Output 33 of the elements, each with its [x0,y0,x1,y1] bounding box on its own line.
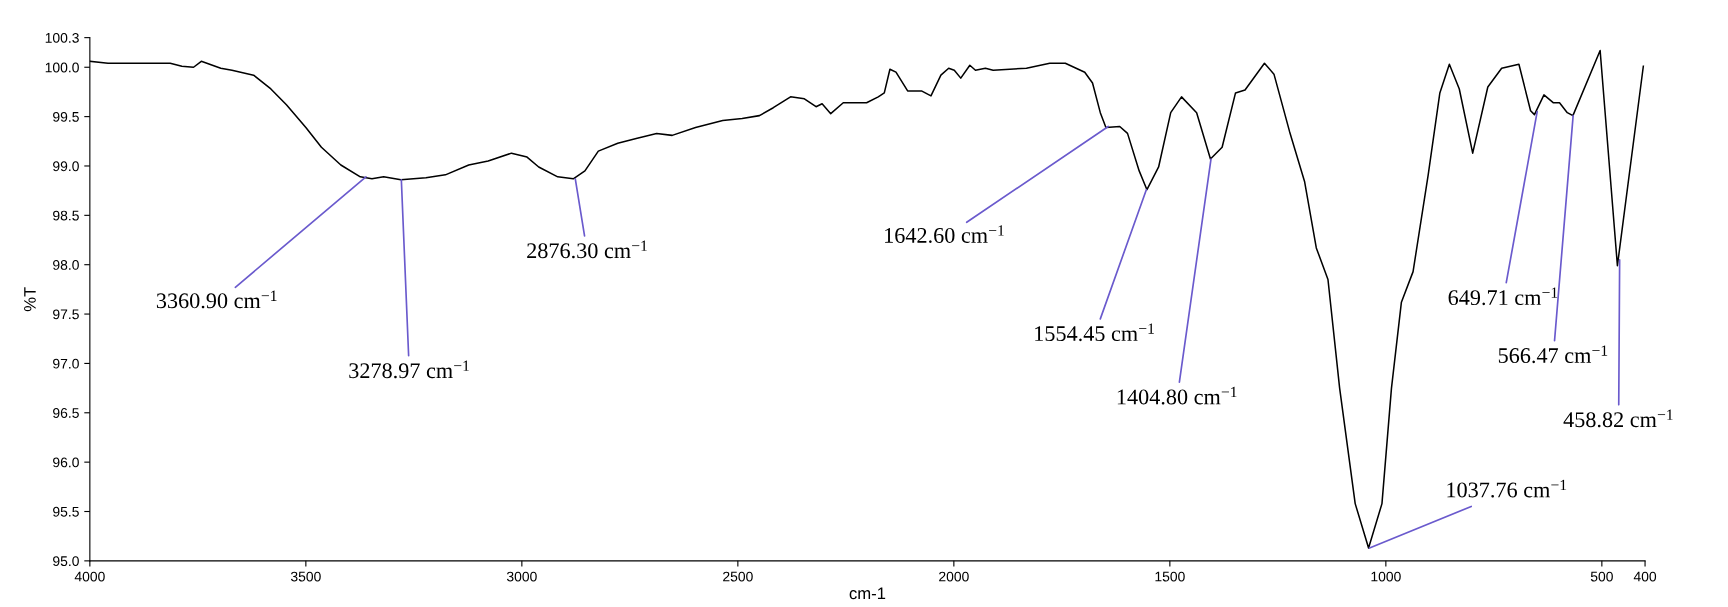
y-tick-label: 100.0 [45,62,79,73]
y-axis-title: %T [24,287,36,312]
annotation: 566.47 cm$^{−1}$ [1498,345,1608,364]
y-tick-label: 99.0 [53,161,79,172]
annotation: 458.82 cm$^{−1}$ [1563,409,1673,428]
x-tick-label: 2500 [723,571,753,582]
annotation: 649.71 cm$^{−1}$ [1448,287,1558,306]
x-axis-title: cm-1 [849,587,886,600]
x-tick-label: 3000 [506,571,537,582]
x-tick-label: 1500 [1155,571,1185,582]
y-tick-label: 95.5 [53,506,79,517]
x-tick-label: 2000 [939,571,969,582]
y-tick-label: 99.5 [53,111,79,122]
y-tick-label: 95.0 [53,556,79,567]
annotation: 3278.97 cm$^{−1}$ [349,360,469,379]
y-tick-label: 97.5 [53,309,79,320]
y-tick-label: 98.5 [53,210,79,221]
x-tick-label: 400 [1633,571,1657,582]
x-tick-label: 4000 [74,571,105,582]
annotation: 1642.60 cm$^{−1}$ [885,225,1004,243]
annotation: 1037.76 cm$^{−1}$ [1447,479,1567,498]
annotation: 3360.90 cm$^{−1}$ [156,290,277,309]
y-tick-label: 96.0 [53,457,79,468]
x-tick-label: 1000 [1371,571,1401,582]
y-tick-label: 100.3 [45,32,79,43]
annotation: 2876.30 cm$^{−1}$ [527,240,647,259]
x-tick-label: 500 [1590,571,1613,582]
annotation: 1554.45 cm$^{−1}$ [1035,323,1154,342]
x-tick-label: 3500 [290,571,321,582]
y-tick-label: 98.0 [53,260,79,270]
annotation: 1404.80 cm$^{−1}$ [1117,386,1237,405]
y-tick-label: 96.5 [53,408,79,418]
y-tick-label: 97.0 [53,358,79,369]
